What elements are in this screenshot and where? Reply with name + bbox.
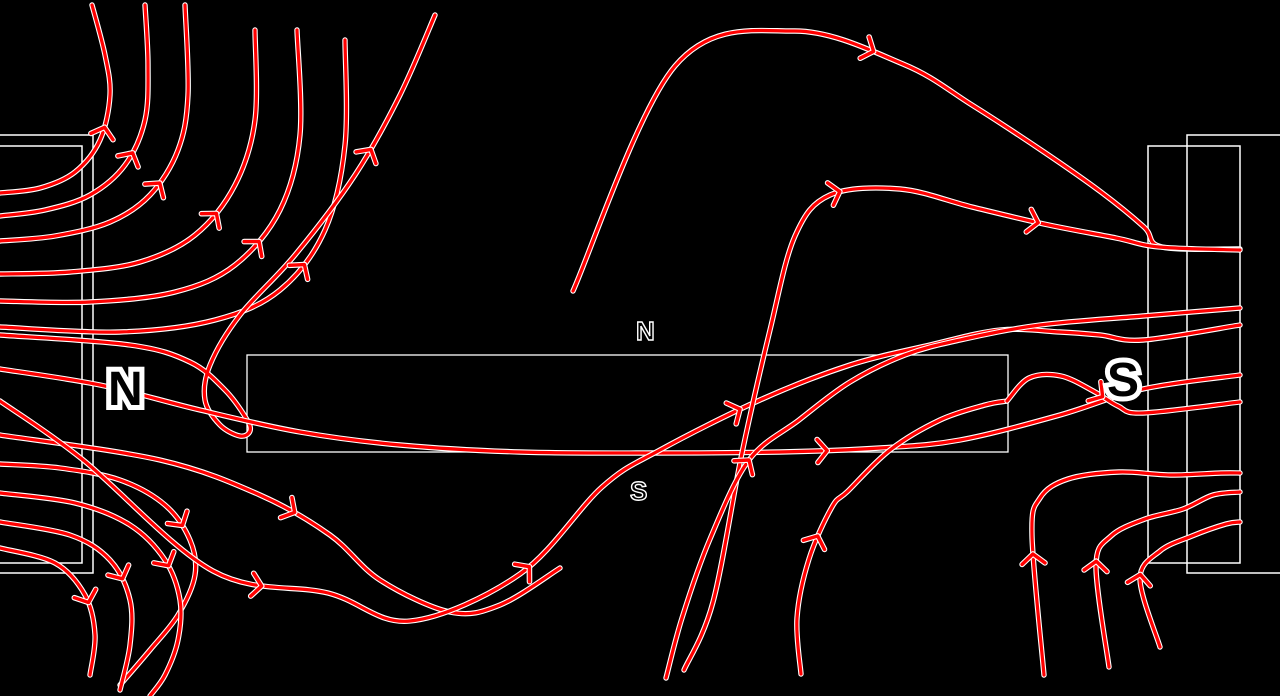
svg-text:S: S	[1107, 354, 1139, 407]
svg-text:N: N	[636, 316, 655, 346]
svg-text:S: S	[630, 476, 647, 506]
svg-text:N: N	[108, 363, 143, 416]
